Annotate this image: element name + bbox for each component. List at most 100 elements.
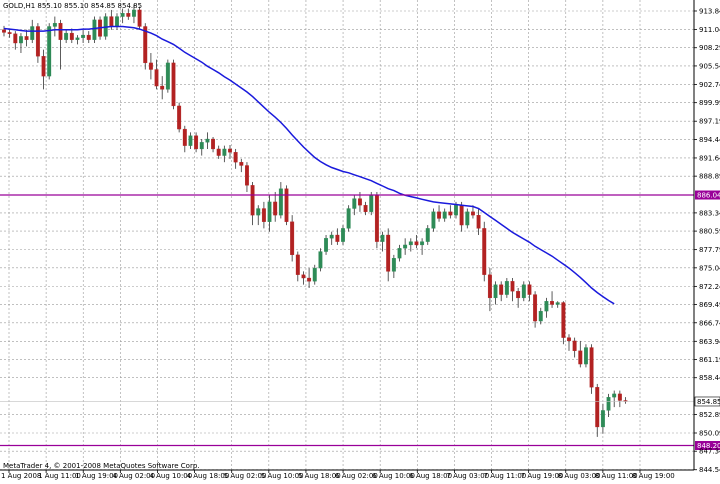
candle: [47, 23, 52, 80]
candle-body: [499, 284, 504, 295]
candle: [75, 35, 80, 45]
candle-body: [374, 195, 379, 242]
candle: [600, 403, 605, 434]
candle: [115, 13, 119, 30]
candle: [363, 201, 368, 216]
candle-body: [476, 214, 481, 229]
y-tick-label: 872.24: [699, 283, 720, 291]
candle: [612, 390, 617, 408]
price-label-box: [695, 441, 720, 451]
moving-average-line: [3, 25, 615, 305]
candle-body: [448, 211, 453, 216]
candle-body: [414, 241, 419, 246]
candle: [199, 139, 204, 156]
candle: [64, 29, 69, 44]
candle-layer: [2, 4, 628, 437]
candle: [194, 132, 199, 153]
candle: [126, 8, 131, 20]
candle: [312, 264, 317, 285]
candle: [329, 231, 334, 245]
grid-layer: [0, 0, 694, 471]
candle: [561, 301, 566, 345]
candle: [295, 251, 300, 282]
candle: [442, 208, 447, 222]
candle: [414, 235, 419, 249]
candle-body: [420, 241, 425, 246]
x-tick-label: 7 Aug 11:00: [484, 472, 527, 480]
y-tick-label: 894.44: [699, 136, 720, 144]
y-tick-label: 858.44: [699, 374, 720, 382]
candle-body: [69, 32, 74, 40]
candle-body: [267, 201, 272, 222]
x-tick-label: 5 Aug 18:00: [298, 472, 341, 480]
candle-body: [64, 32, 69, 40]
candle-body: [391, 258, 396, 272]
candle: [154, 59, 159, 90]
candle: [341, 225, 345, 245]
candle-body: [2, 29, 6, 33]
candle-body: [205, 138, 210, 143]
candle-body: [120, 13, 125, 17]
candle: [35, 23, 40, 63]
candle-body: [454, 205, 458, 216]
candle-body: [318, 251, 323, 269]
candle: [182, 125, 187, 153]
candle-body: [58, 23, 63, 40]
candle: [589, 344, 594, 394]
candle-body: [256, 208, 261, 216]
candle: [533, 291, 538, 328]
candle: [273, 191, 278, 222]
candle-body: [307, 277, 312, 282]
candle-body: [504, 281, 509, 295]
moving-average-layer: [3, 25, 615, 305]
candle: [7, 28, 12, 38]
candle: [487, 268, 492, 312]
candle: [324, 235, 328, 255]
candle: [188, 132, 193, 149]
candle: [69, 28, 74, 44]
candle-body: [244, 165, 249, 186]
x-tick-label: 1 Aug 2008: [1, 472, 41, 480]
candle: [527, 281, 532, 302]
candle: [335, 228, 340, 245]
candle: [284, 185, 289, 226]
y-tick-label: 844.54: [699, 466, 720, 474]
candle-body: [171, 62, 176, 107]
candle: [397, 244, 402, 262]
candle: [448, 205, 453, 219]
candle-body: [612, 393, 617, 398]
x-tick-label: 7 Aug 03:00: [446, 472, 489, 480]
candle: [617, 390, 622, 408]
candle-body: [442, 211, 447, 219]
candle: [544, 297, 549, 318]
candle-body: [329, 234, 334, 239]
x-tick-label: 4 Aug 02:00: [112, 472, 155, 480]
candle: [550, 291, 554, 308]
candle-body: [465, 211, 470, 226]
candle-body: [143, 26, 148, 64]
candle-body: [115, 16, 119, 27]
candle: [470, 205, 475, 219]
candle: [137, 6, 142, 30]
candle-body: [341, 228, 345, 242]
candle: [521, 281, 526, 302]
candle: [374, 191, 379, 249]
candle-body: [165, 62, 170, 90]
candle: [408, 238, 413, 252]
candle-body: [572, 340, 577, 351]
y-tick-label: 913.84: [699, 7, 720, 15]
candle: [205, 132, 210, 149]
candle: [307, 268, 312, 288]
candle-body: [13, 33, 18, 44]
candle-body: [516, 291, 521, 299]
candle-body: [352, 198, 357, 209]
candle: [160, 76, 165, 100]
candle-body: [7, 32, 12, 34]
candle: [301, 271, 306, 285]
candle: [493, 281, 498, 305]
candle: [228, 144, 232, 159]
y-tick-label: 891.64: [699, 154, 720, 162]
candle-body: [233, 152, 238, 163]
